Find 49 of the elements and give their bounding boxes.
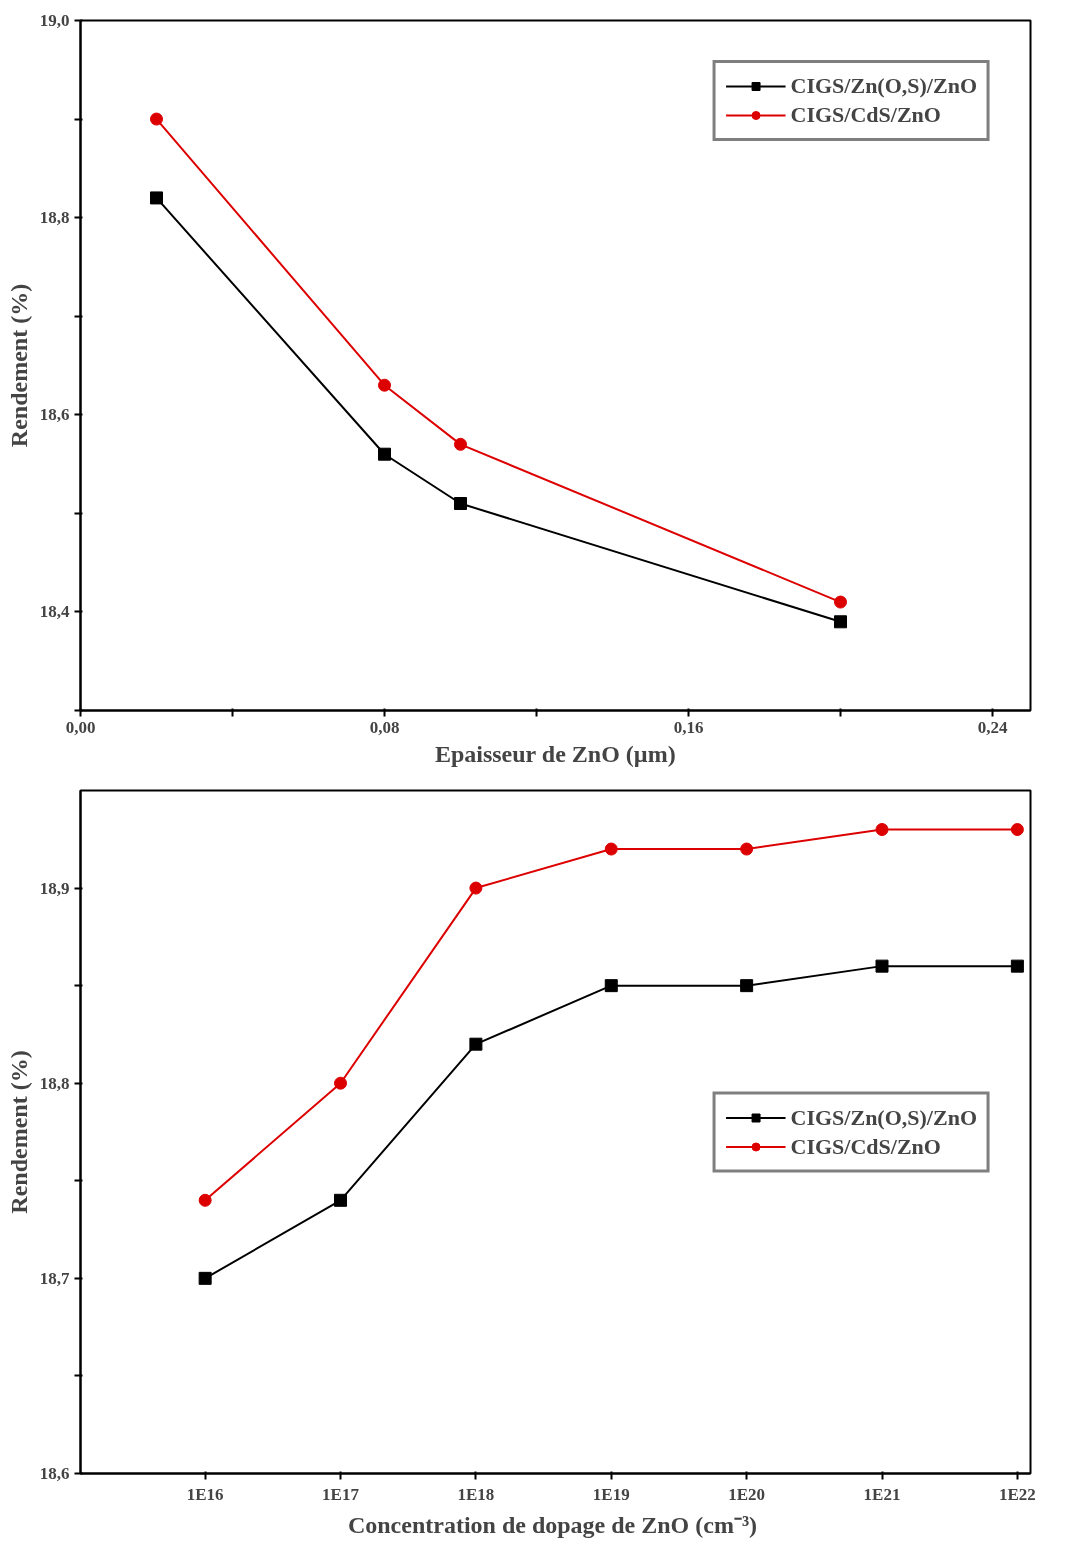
point (454, 497, 467, 510)
point (875, 959, 889, 973)
x-tick-label: 0,16 (673, 717, 704, 737)
y-tick-label: 18,4 (39, 602, 70, 622)
point (469, 881, 483, 895)
point (334, 1193, 348, 1207)
x-tick-label: 1E17 (322, 1484, 360, 1504)
point (150, 191, 163, 205)
point (740, 842, 754, 856)
y-tick-label: 18,6 (39, 1464, 70, 1483)
legend-label: CIGS/CdS/ZnO (790, 1133, 941, 1159)
x-tick-label: 0,00 (65, 717, 96, 737)
x-tick-label: 0,24 (977, 717, 1008, 737)
point (1010, 823, 1024, 837)
y-tick-label: 18,9 (39, 878, 70, 898)
x-axis-title: Concentration de dopage de ZnO (cm⁻³) (347, 1511, 758, 1538)
point (150, 112, 163, 126)
y-tick-label: 19,0 (39, 11, 70, 30)
y-tick-label: 18,8 (39, 208, 70, 228)
x-tick-label: 1E20 (728, 1484, 766, 1504)
legend-label: CIGS/CdS/ZnO (790, 102, 941, 128)
x-tick-label: 0,08 (369, 717, 400, 737)
legend-label: CIGS/Zn(O,S)/ZnO (790, 1104, 977, 1130)
y-tick-label: 18,8 (39, 1073, 70, 1093)
point (469, 1037, 483, 1051)
point (604, 979, 618, 993)
point (198, 1271, 212, 1285)
point (834, 615, 847, 629)
point (454, 437, 467, 451)
y-axis-title: Rendement (%) (5, 283, 32, 448)
point (198, 1193, 212, 1207)
point (1010, 959, 1024, 973)
y-axis-title: Rendement (%) (5, 1050, 32, 1214)
y-tick-label: 18,7 (39, 1268, 70, 1288)
point (604, 842, 618, 856)
x-tick-label: 1E16 (186, 1484, 224, 1504)
point (875, 823, 889, 837)
x-tick-label: 1E18 (457, 1484, 495, 1504)
x-axis-title: Epaisseur de ZnO (µm) (434, 740, 676, 767)
x-tick-label: 1E22 (998, 1484, 1036, 1504)
point (334, 1076, 348, 1090)
point (378, 378, 391, 392)
x-tick-label: 1E19 (592, 1484, 630, 1504)
point (834, 595, 847, 609)
point (378, 447, 391, 461)
y-tick-label: 18,6 (39, 405, 70, 425)
legend-label: CIGS/Zn(O,S)/ZnO (790, 73, 977, 99)
x-tick-label: 1E21 (863, 1484, 901, 1504)
point (740, 979, 754, 993)
